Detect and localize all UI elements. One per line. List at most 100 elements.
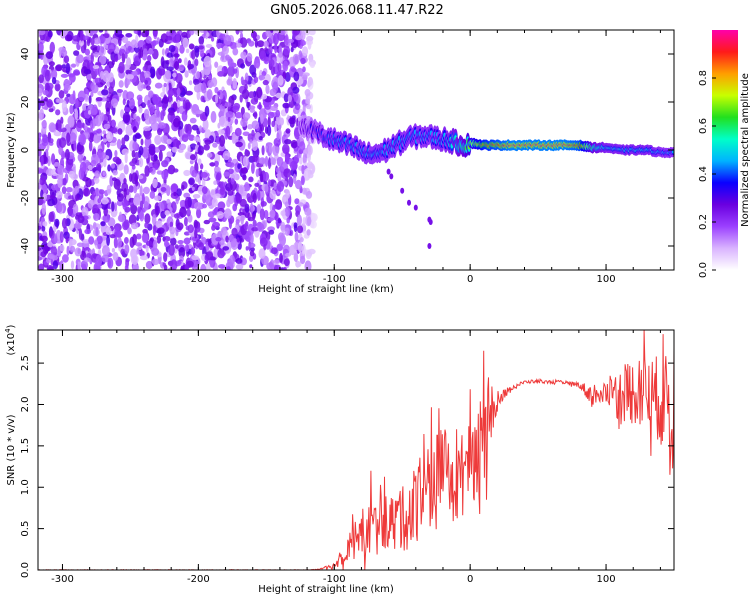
spectrogram-noise-cell (299, 237, 304, 243)
spectrogram-noise-cell (140, 138, 144, 146)
spectrogram-noise-cell (256, 204, 262, 214)
spectrogram-noise-cell (306, 229, 311, 236)
spectrogram-noise-cell (215, 94, 219, 104)
spectrogram-noise-cell (42, 89, 49, 96)
spectrogram-noise-cell (217, 201, 226, 210)
spectrogram-noise-cell (251, 71, 257, 78)
spectrogram-noise-cell (127, 45, 132, 51)
spectrogram-noise-cell (164, 264, 168, 270)
spectrogram-noise-cell (156, 109, 161, 118)
spectrogram-noise-cell (209, 162, 216, 167)
spectrogram-noise-cell (235, 258, 243, 264)
spectrogram-noise-cell (284, 201, 290, 208)
snr-panel: -300 -200 -100 0 100 0.0 0.5 1.0 1.5 2.0 2.5 Heigh… (4, 324, 675, 595)
spectrogram-noise-cell (216, 30, 220, 38)
spectrogram-noise-cell (222, 45, 229, 55)
spectrogram-noise-cell (192, 194, 201, 199)
spectrogram-noise-cell (170, 259, 178, 270)
spectrogram-noise-cell (263, 171, 270, 182)
snr-x-tick-label: -200 (187, 574, 210, 585)
spectrogram-noise-cell (83, 68, 92, 75)
spectrogram-y-tick-label: -40 (20, 238, 31, 254)
spectrogram-noise-cell (93, 37, 101, 45)
spectrogram-noise-cell (102, 213, 110, 223)
spectrogram-noise-cell (285, 189, 291, 199)
spectrogram-noise-cell (181, 184, 185, 191)
spectrogram-noise-cell (57, 180, 63, 189)
snr-scale-close: ) (6, 324, 17, 328)
spectrogram-noise-cell (293, 71, 300, 82)
spectrogram-noise-cell (51, 153, 56, 165)
spectrogram-noise-cell (47, 198, 55, 207)
spectrogram-noise-cell (76, 54, 84, 64)
spectrogram-noise-cell (285, 154, 290, 165)
spectrogram-noise-cell (43, 244, 49, 255)
spectrogram-noise-cell (143, 108, 150, 120)
spectrogram-noise-cell (49, 138, 54, 144)
spectrogram-noise-cell (132, 233, 137, 246)
spectrogram-noise-cell (248, 40, 255, 47)
spectrogram-noise-cell (58, 128, 63, 133)
spectrogram-noise-cell (74, 185, 80, 194)
spectrogram-noise-cell (148, 115, 157, 125)
spectrogram-noise-cell (284, 72, 291, 82)
spectrogram-noise-cell (230, 238, 239, 251)
spectrogram-noise-cell (123, 134, 130, 142)
spectrogram-noise-cell (107, 164, 111, 172)
spectrogram-noise-cell (60, 31, 66, 39)
spectrogram-noise-cell (283, 266, 287, 270)
spectrogram-noise-cell (246, 101, 250, 109)
spectrogram-noise-cell (294, 198, 300, 205)
spectrogram-noise-cell (187, 59, 192, 71)
spectrogram-noise-cell (304, 89, 311, 97)
spectrogram-ridge-core (671, 150, 674, 154)
spectrogram-noise-cell (144, 222, 149, 229)
spectrogram-noise-cell (39, 99, 46, 107)
spectrogram-noise-cell (143, 70, 151, 79)
spectrogram-noise-cell (154, 135, 162, 145)
spectrogram-noise-cell (108, 86, 114, 94)
spectrogram-noise-cell (151, 247, 160, 256)
spectrogram-noise-cell (203, 144, 210, 151)
spectrogram-noise-cell (251, 120, 260, 130)
spectrogram-noise-cell (273, 137, 281, 147)
spectrogram-noise-cell (57, 164, 65, 176)
spectrogram-noise-cell (300, 57, 306, 65)
spectrogram-noise-cell (227, 65, 236, 78)
snr-x-tick-label: 100 (597, 574, 616, 585)
spectrogram-noise-cell (246, 52, 253, 63)
spectrogram-noise-cell (167, 167, 173, 174)
spectrogram-noise-cell (229, 254, 235, 265)
spectrogram-noise-cell (169, 226, 176, 235)
spectrogram-noise-cell (249, 250, 255, 257)
spectrogram-noise-cell (277, 75, 284, 86)
spectrogram-noise-cell (270, 30, 274, 33)
spectrogram-noise-cell (65, 62, 71, 75)
spectrogram-noise-cell (59, 244, 65, 252)
spectrogram-noise-cell (66, 132, 71, 144)
spectrogram-noise-cell (40, 235, 48, 243)
spectrogram-noise-cell (167, 89, 174, 97)
spectrogram-noise-cell (160, 187, 167, 192)
spectrogram-noise-cell (302, 216, 306, 226)
spectrogram-noise-cell (302, 99, 306, 105)
spectrogram-noise-cell (276, 132, 280, 141)
spectrogram-noise-cell (149, 107, 154, 114)
spectrogram-noise-cell (240, 167, 248, 174)
spectrogram-noise-cell (305, 190, 313, 199)
spectrogram-noise-cell (172, 72, 177, 78)
spectrogram-noise-cell (194, 202, 202, 210)
spectrogram-noise-cell (248, 91, 256, 99)
colorbar-tick-label: 0.6 (698, 118, 709, 134)
spectrogram-noise-cell (48, 122, 56, 133)
spectrogram-noise-cell (178, 58, 182, 64)
spectrogram-noise-cell (217, 71, 225, 77)
spectrogram-noise-cell (293, 242, 300, 251)
spectrogram-noise-cell (288, 117, 296, 125)
spectrogram-noise-cell (230, 42, 238, 50)
spectrogram-noise-cell (296, 214, 302, 226)
spectrogram-noise-cell (188, 80, 193, 86)
spectrogram-noise-cell (90, 52, 95, 64)
spectrogram-noise-cell (248, 242, 256, 248)
spectrogram-noise-cell (203, 55, 212, 68)
